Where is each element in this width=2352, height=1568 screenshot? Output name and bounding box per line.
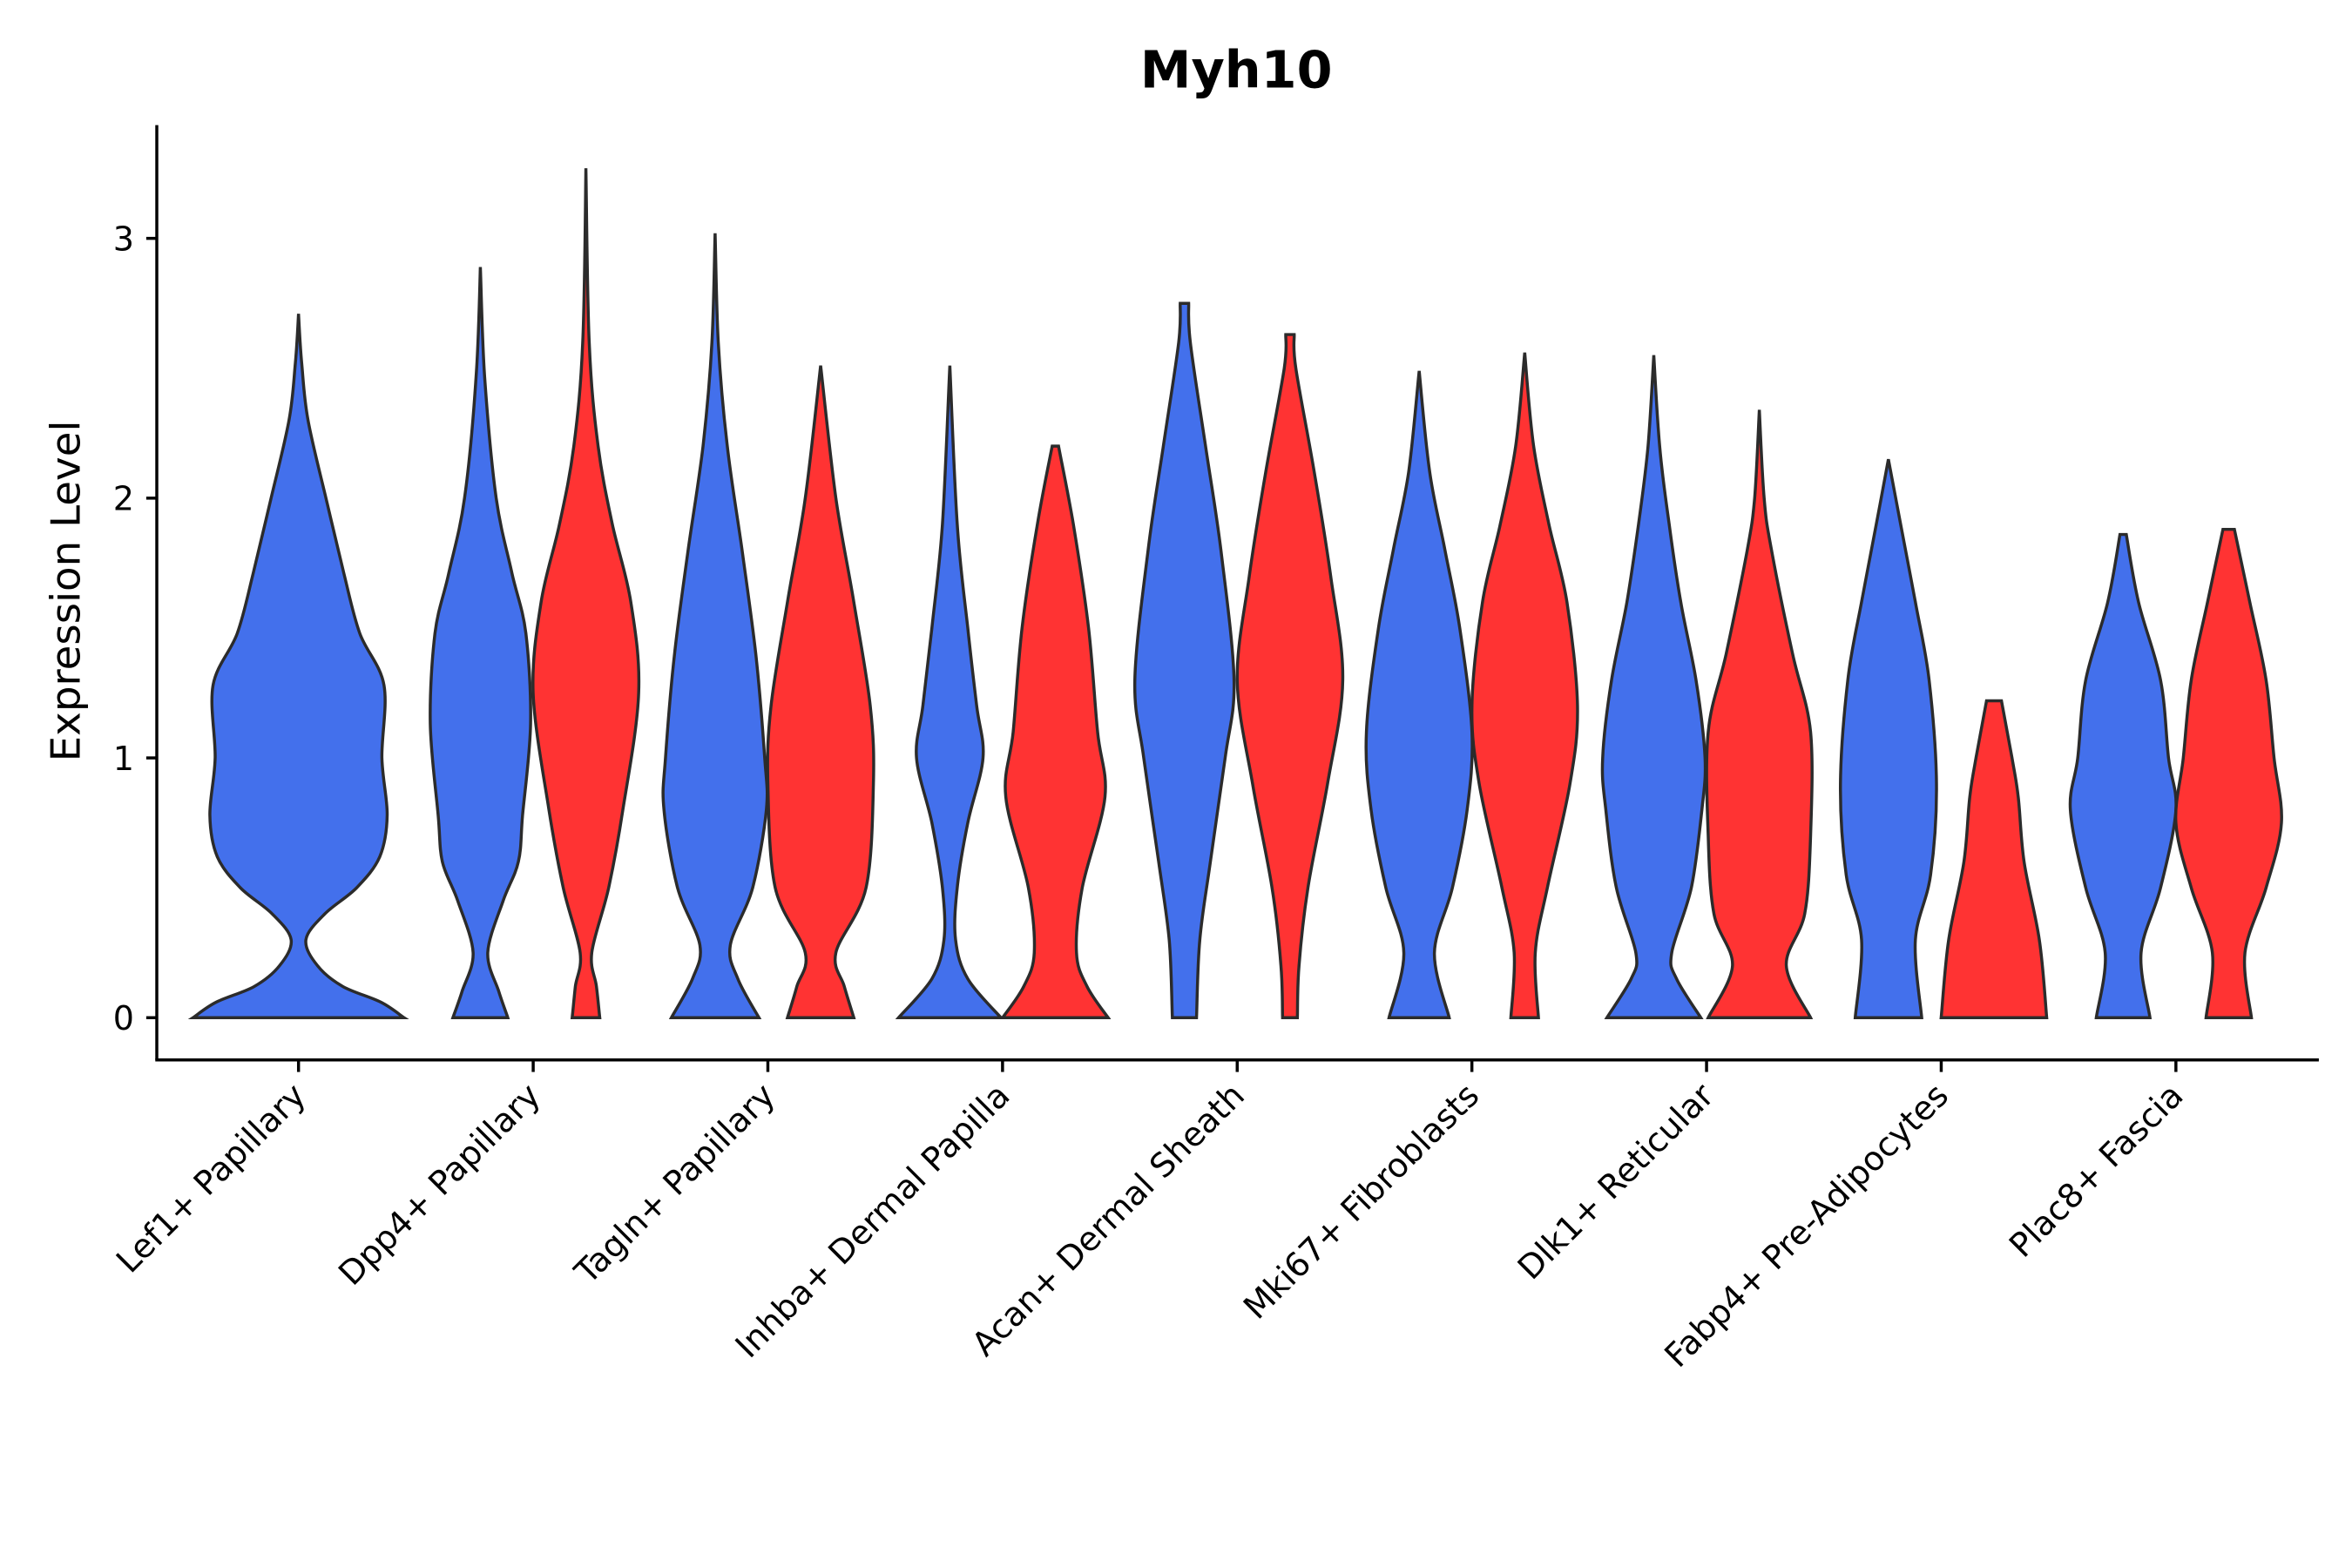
violin-blue-5 — [1364, 370, 1474, 1019]
violins-layer — [187, 168, 2283, 1019]
violin-blue-8 — [2068, 532, 2178, 1019]
violin-red-3 — [999, 444, 1112, 1019]
y-tick-label: 3 — [113, 220, 134, 258]
y-tick-label: 2 — [113, 480, 134, 518]
x-tick-label: Mki67+ Fibroblasts — [1236, 1076, 1486, 1326]
violin-blue-2 — [661, 233, 769, 1019]
y-ticks: 0 1 2 3 — [113, 220, 157, 1037]
x-tick-label: Dlk1+ Reticular — [1511, 1076, 1721, 1287]
x-tick-label: Lef1+ Papillary — [109, 1076, 313, 1280]
violin-red-8 — [2173, 527, 2283, 1019]
violin-blue-7 — [1839, 458, 1938, 1019]
violin-blue-4 — [1132, 301, 1236, 1019]
x-tick-label: Plac8+ Fascia — [2002, 1076, 2191, 1265]
violin-red-1 — [531, 168, 641, 1019]
y-axis-label: Expression Level — [44, 421, 91, 762]
x-tick-label: Acan+ Dermal Sheath — [964, 1076, 1252, 1363]
violin-red-6 — [1705, 409, 1814, 1019]
chart-title: Myh10 — [1140, 39, 1333, 99]
violin-blue-1 — [429, 267, 532, 1019]
x-tick-label: Tagln+ Papillary — [567, 1076, 783, 1292]
violin-red-5 — [1470, 352, 1579, 1019]
violin-red-7 — [1939, 699, 2049, 1019]
violin-blue-6 — [1600, 355, 1707, 1019]
violin-blue-3 — [895, 365, 1004, 1019]
x-tick-label: Inhba+ Dermal Papilla — [728, 1076, 1017, 1365]
y-tick-label: 1 — [113, 740, 134, 778]
violin-blue-0 — [187, 314, 409, 1019]
x-tick-label: Dpp4+ Papillary — [331, 1076, 548, 1293]
x-ticks: Lef1+ Papillary Dpp4+ Papillary Tagln+ Pap… — [109, 1059, 2191, 1375]
violin-red-2 — [766, 365, 875, 1019]
y-tick-label: 0 — [113, 999, 134, 1037]
violin-red-4 — [1235, 333, 1345, 1019]
